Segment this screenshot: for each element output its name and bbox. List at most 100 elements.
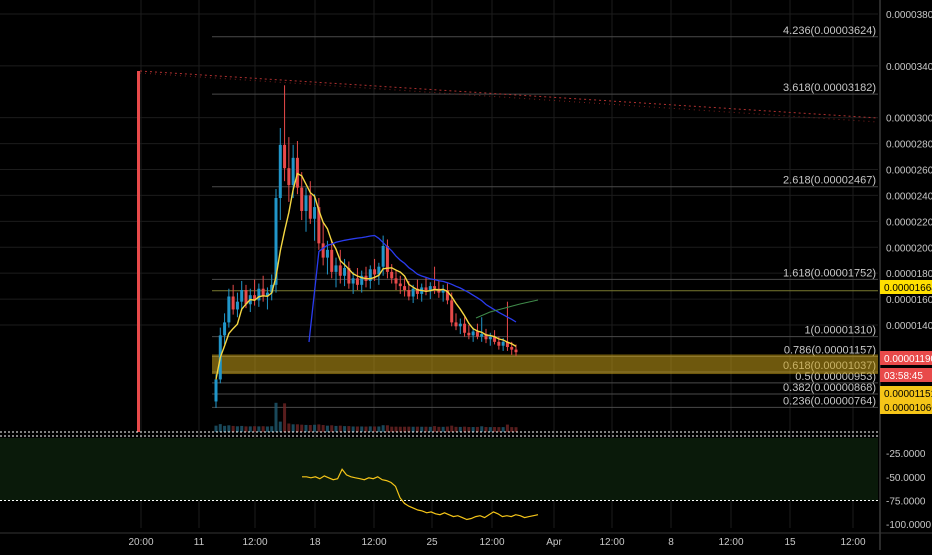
candle-body: [424, 287, 428, 292]
volume-bar: [343, 426, 347, 432]
volume-bar: [441, 426, 445, 432]
volume-bar: [377, 426, 381, 432]
candle-body: [501, 341, 505, 346]
volume-bar: [471, 427, 475, 432]
volume-bar: [231, 425, 235, 432]
candle-body: [261, 288, 265, 297]
time-axis-label: 12:00: [361, 537, 386, 548]
volume-bar: [227, 425, 231, 432]
candle-body: [338, 265, 342, 276]
candle-body: [394, 278, 398, 284]
fib-label: 0.382(0.00000868): [783, 382, 876, 394]
fib-label: 4.236(0.00003624): [783, 25, 876, 37]
price-tag: [880, 280, 932, 294]
fib-label: 0.236(0.00000764): [783, 395, 876, 407]
candle-body: [270, 284, 274, 293]
price-axis-label: 0.00001400: [886, 321, 932, 332]
candle-body: [295, 157, 299, 188]
candle-body: [235, 301, 239, 310]
candle-body: [283, 144, 287, 169]
volume-bar: [488, 427, 492, 432]
candle-body: [433, 286, 437, 289]
ma-fast-line: [215, 172, 517, 380]
volume-bars: [214, 402, 518, 432]
volume-bar: [347, 426, 351, 432]
drawings: [137, 70, 879, 432]
candle-body: [265, 292, 269, 297]
oscillator-line: [302, 468, 539, 521]
candle-body: [223, 322, 227, 336]
volume-bar: [403, 426, 407, 432]
candle-body: [484, 334, 488, 340]
fib-label: 1.618(0.00001752): [783, 267, 876, 279]
candle-body: [493, 336, 497, 342]
volume-bar: [295, 424, 299, 432]
volume-bar: [433, 426, 437, 432]
volume-bar: [364, 426, 368, 432]
volume-bar: [454, 426, 458, 432]
candle-body: [488, 336, 492, 340]
oscillator-axis-label: -75.0000: [886, 497, 926, 508]
candle-body: [403, 286, 407, 291]
ma-slow-line: [308, 234, 517, 343]
volume-bar: [218, 424, 222, 432]
oscillator-axis-label: -25.0000: [886, 449, 926, 460]
candle-body: [313, 207, 317, 219]
candle-body: [347, 267, 351, 284]
candle-body: [253, 295, 257, 301]
price-tag-text: 0.00001190: [884, 354, 932, 365]
volume-bar: [480, 426, 484, 432]
candle-body: [510, 347, 514, 350]
candle-body: [398, 283, 402, 287]
volume-bar: [424, 426, 428, 432]
volume-bar: [278, 421, 282, 432]
candle-body: [300, 187, 304, 211]
volume-bar: [274, 402, 278, 432]
volume-bar: [325, 425, 329, 432]
volume-bar: [407, 426, 411, 432]
candle-body: [480, 334, 484, 337]
candle-body: [497, 341, 501, 346]
volume-bar: [300, 424, 304, 432]
candle-body: [458, 323, 462, 327]
volume-bar: [463, 426, 467, 432]
time-axis-label: 12:00: [599, 537, 624, 548]
vertical-marker: [137, 71, 140, 432]
price-tag: [880, 386, 932, 400]
volume-bar: [248, 426, 252, 432]
candle-body: [415, 288, 419, 294]
volume-bar: [450, 425, 454, 432]
trend-line-dotted: [139, 70, 879, 119]
volume-bar: [373, 426, 377, 432]
time-axis-label: 12:00: [479, 537, 504, 548]
volume-bar: [398, 426, 402, 432]
volume-bar: [467, 427, 471, 432]
volume-bar: [505, 424, 509, 432]
candle-body: [428, 286, 432, 292]
candle-body: [244, 290, 248, 305]
price-tags: 0.00001664 0.00001190 03:58:45 0.00001151 0.…: [880, 280, 932, 414]
time-axis-label: 25: [426, 537, 438, 548]
candle-body: [227, 296, 231, 323]
volume-bar: [223, 425, 227, 432]
ma-thin-line: [475, 299, 539, 319]
oscillator-zone: [0, 438, 878, 501]
time-axis-label: 12:00: [840, 537, 865, 548]
oscillator-axis-label: -50.0000: [886, 473, 926, 484]
oscillator-panel: [0, 431, 878, 521]
volume-bar: [270, 426, 274, 432]
volume-bar: [240, 425, 244, 432]
time-axis-label: 12:00: [718, 537, 743, 548]
fibonacci-levels: 4.236(0.00003624) 3.618(0.00003182) 2.618(…: [212, 25, 878, 408]
time-axis-label: 18: [309, 537, 321, 548]
volume-bar: [355, 426, 359, 432]
fib-label: 3.618(0.00003182): [783, 82, 876, 94]
candle-body: [274, 198, 278, 285]
volume-bar: [253, 426, 257, 432]
